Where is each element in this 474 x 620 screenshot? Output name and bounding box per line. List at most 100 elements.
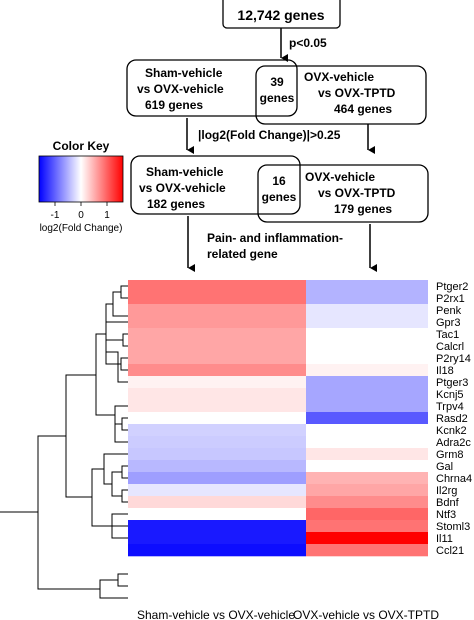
heatmap-cell <box>306 304 428 317</box>
gene-label: Ptger3 <box>436 377 468 389</box>
gene-label: Il11 <box>436 533 453 545</box>
heatmap-cell <box>306 448 428 461</box>
heatmap-cell <box>128 484 306 497</box>
flow-diagram: 12,742 genes p<0.05 Sham-vehicle vs OVX-… <box>126 0 429 272</box>
stage2-left-box <box>130 155 301 215</box>
color-key-tick-label: 0 <box>78 210 84 221</box>
heatmap-cell <box>128 412 306 425</box>
stage1-right-line2: vs OVX-TPTD <box>318 86 396 100</box>
stage1-right-box <box>255 65 427 125</box>
gene-label: Trpv4 <box>436 401 464 413</box>
heatmap-cell <box>306 376 428 389</box>
heatmap-cell <box>128 472 306 485</box>
heatmap-cell <box>128 304 306 317</box>
heatmap-cell <box>128 448 306 461</box>
stage1-overlap-count: 39 <box>270 75 284 89</box>
gene-label: Ccl21 <box>436 545 464 557</box>
color-key-gradient <box>38 155 124 203</box>
color-key-label: log2(Fold Change) <box>40 223 123 234</box>
gene-label: Kcnk2 <box>436 425 467 437</box>
heatmap-cell <box>306 316 428 329</box>
stage1-left-line2: vs OVX-vehicle <box>137 82 224 96</box>
row-dendrogram <box>0 285 128 599</box>
heatmap-cell <box>128 340 306 353</box>
heatmap-cell <box>128 328 306 341</box>
heatmap-cell <box>306 328 428 341</box>
heatmap-cell <box>128 352 306 365</box>
heatmap-cell <box>306 292 428 305</box>
heatmap-cell <box>306 460 428 473</box>
heatmap-cell <box>306 496 428 509</box>
heatmap-cell <box>306 544 428 557</box>
heatmap-cell <box>128 544 306 557</box>
stage1-left-line3: 619 genes <box>145 98 203 112</box>
heatmap-cell <box>306 436 428 449</box>
stage2-right-line2: vs OVX-TPTD <box>318 186 396 200</box>
heatmap-cell <box>128 280 306 293</box>
stage2-overlap-count: 16 <box>272 174 286 188</box>
heatmap-cell <box>306 388 428 401</box>
gene-label: Stoml3 <box>436 521 470 533</box>
heatmap-cell <box>128 364 306 377</box>
heatmap-cell <box>128 460 306 473</box>
heatmap-cell <box>128 436 306 449</box>
heatmap-cell <box>128 424 306 437</box>
gene-label: Calcrl <box>436 341 464 353</box>
gene-label: Rasd2 <box>436 413 468 425</box>
stage2-left-line3: 182 genes <box>147 197 205 211</box>
gene-label: Il2rg <box>436 485 457 497</box>
heatmap-cell <box>306 400 428 413</box>
gene-label: Kcnj5 <box>436 389 464 401</box>
stage1-right-line1: OVX-vehicle <box>304 70 374 84</box>
heatmap-cell <box>128 508 306 521</box>
stage1-overlap-label: genes <box>260 91 295 105</box>
color-key: Color Key -1 0 1 log2(Fold Change) <box>38 139 124 234</box>
stage1-left-box <box>126 59 298 117</box>
heatmap-cell <box>128 496 306 509</box>
gene-label: Ptger2 <box>436 281 468 293</box>
stage1-right-line3: 464 genes <box>334 102 392 116</box>
total-genes-text: 12,742 genes <box>237 7 324 23</box>
heatmap-cell <box>306 532 428 545</box>
color-key-title: Color Key <box>53 139 110 153</box>
heatmap <box>128 280 428 557</box>
heatmap-cell <box>306 484 428 497</box>
heatmap-gene-labels: Ptger2P2rx1PenkGpr3Tac1CalcrlP2ry14Il18P… <box>436 281 472 557</box>
heatmap-cell <box>306 472 428 485</box>
gene-label: Il18 <box>436 365 454 377</box>
color-key-tick-label: -1 <box>51 210 60 221</box>
gene-label: Chrna4 <box>436 473 472 485</box>
filter-pvalue: p<0.05 <box>289 36 327 50</box>
heatmap-cell <box>306 412 428 425</box>
heatmap-cell <box>128 376 306 389</box>
heatmap-cell <box>306 352 428 365</box>
heatmap-cell <box>306 520 428 533</box>
gene-label: Gpr3 <box>436 317 460 329</box>
heatmap-cell <box>306 280 428 293</box>
color-key-tick-label: 1 <box>104 210 110 221</box>
heatmap-column-label: Sham-vehicle vs OVX-vehicle <box>137 608 295 620</box>
gene-label: Tac1 <box>436 329 459 341</box>
heatmap-cell <box>128 388 306 401</box>
stage1-left-line1: Sham-vehicle <box>145 66 223 80</box>
gene-label: Grm8 <box>436 449 464 461</box>
heatmap-column-label: OVX-vehicle vs OVX-TPTD <box>293 608 439 620</box>
stage2-right-line3: 179 genes <box>334 202 392 216</box>
stage2-overlap-label: genes <box>262 190 297 204</box>
filter-pain-line2: related gene <box>207 247 278 261</box>
stage2-left-line2: vs OVX-vehicle <box>139 181 226 195</box>
gene-label: P2ry14 <box>436 353 471 365</box>
stage2-right-box <box>257 164 429 223</box>
stage2-right-line1: OVX-vehicle <box>305 170 375 184</box>
heatmap-cell <box>128 292 306 305</box>
filter-pain-line1: Pain- and inflammation- <box>207 231 343 245</box>
heatmap-cell <box>306 340 428 353</box>
gene-label: P2rx1 <box>436 293 465 305</box>
gene-label: Ntf3 <box>436 509 456 521</box>
filter-fold-change: |log2(Fold Change)|>0.25 <box>198 128 341 142</box>
heatmap-cell <box>306 424 428 437</box>
gene-label: Gal <box>436 461 453 473</box>
gene-label: Penk <box>436 305 462 317</box>
heatmap-cell <box>128 532 306 545</box>
heatmap-cell <box>306 364 428 377</box>
